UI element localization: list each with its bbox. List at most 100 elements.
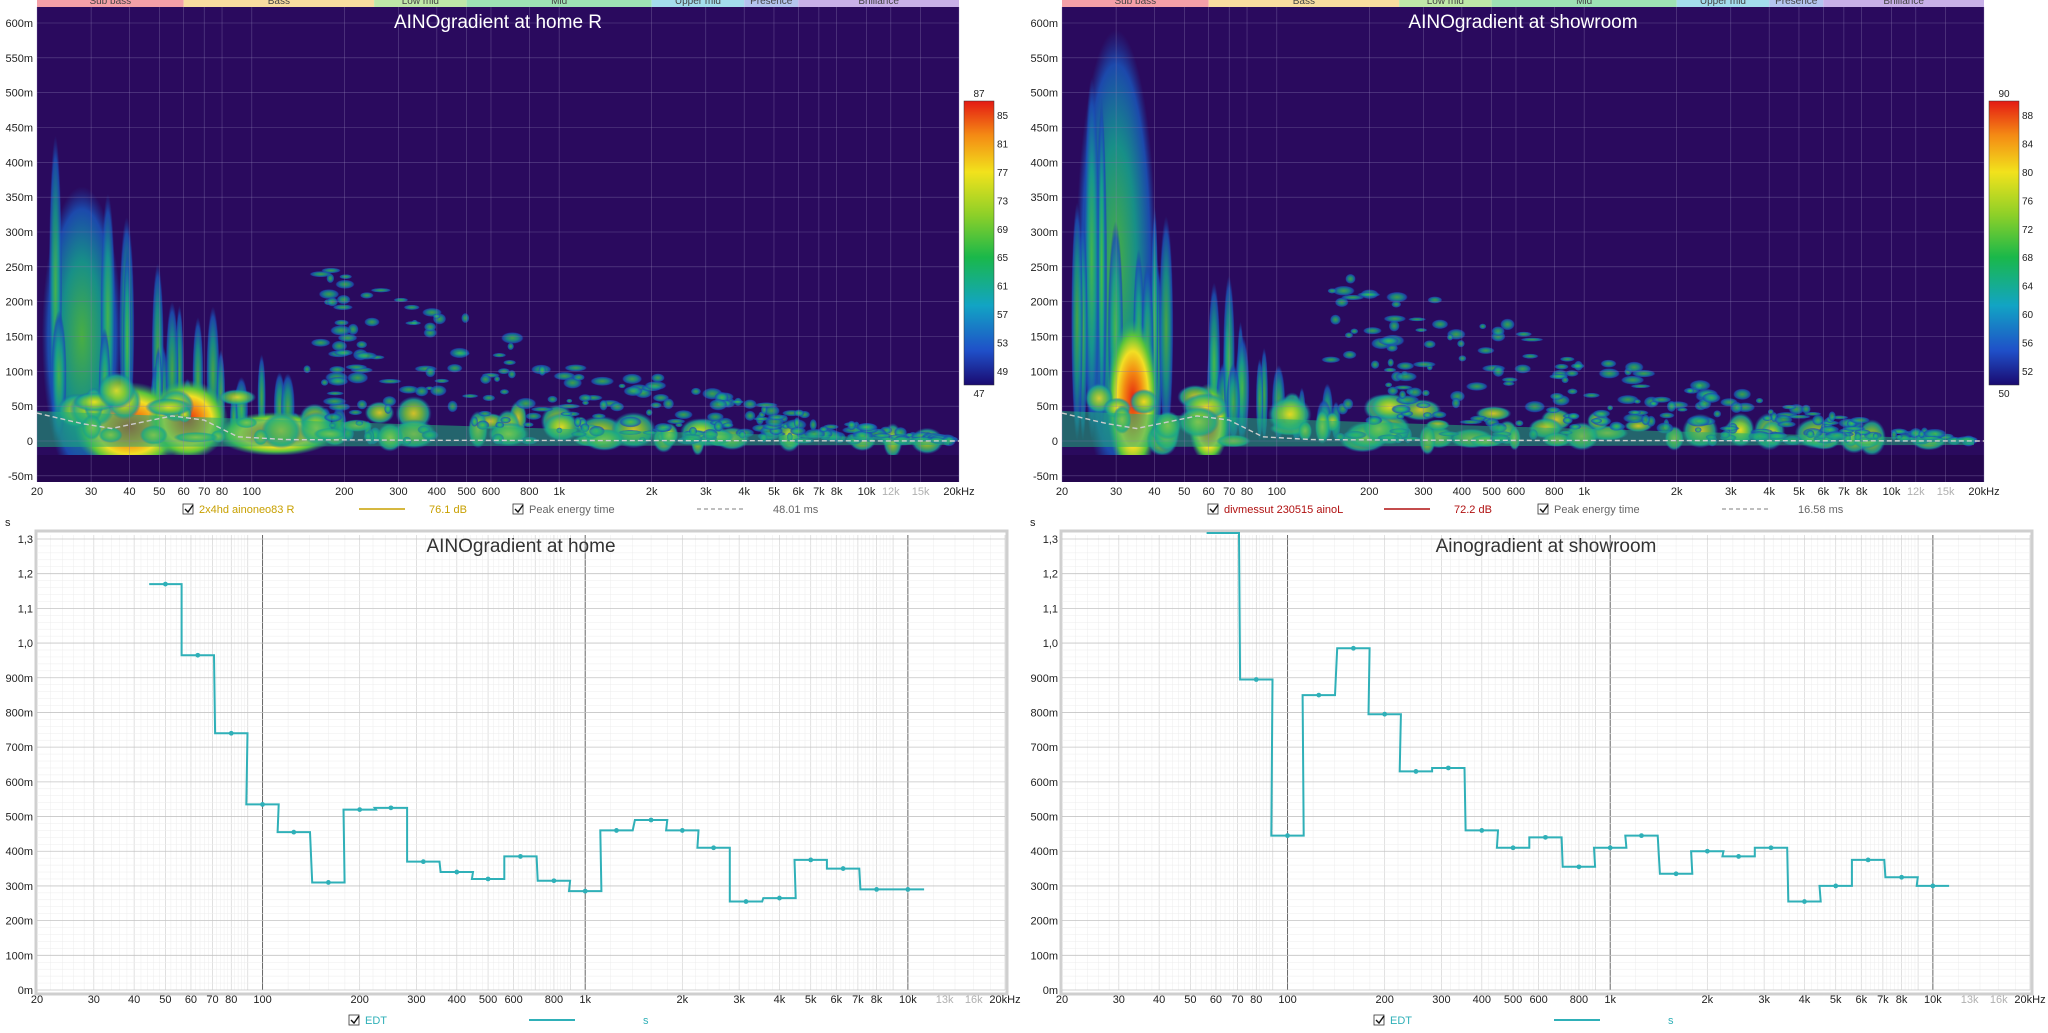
- legend-peak-value: 48.01 ms: [773, 504, 819, 516]
- edt-data-point: [1704, 848, 1710, 854]
- colorbar-tick: 85: [997, 111, 1009, 122]
- x-tick-label: 800: [1545, 486, 1563, 498]
- legend-series-name: divmessut 230515 ainoL: [1224, 504, 1343, 516]
- colorbar-tick: 81: [997, 140, 1009, 151]
- colorbar-tick: 88: [2022, 111, 2034, 122]
- x-tick-label: 400: [1453, 486, 1471, 498]
- chart-title: Ainogradient at showroom: [1436, 536, 1657, 557]
- edt-data-point: [454, 869, 460, 875]
- y-tick-label: 200m: [5, 916, 33, 928]
- x-tick-label: 50: [1178, 486, 1190, 498]
- y-tick-label: 1,2: [1043, 569, 1058, 581]
- band-label: Upper mid: [675, 0, 721, 7]
- edt-data-point: [1382, 711, 1388, 717]
- band-segment: [1208, 0, 1400, 7]
- colorbar: [1988, 100, 2020, 386]
- y-tick-label: 700m: [1030, 742, 1058, 754]
- y-tick-label: 0m: [18, 985, 33, 997]
- y-tick-label: 550m: [1030, 53, 1058, 65]
- x-tick-label: 4k: [1799, 994, 1811, 1006]
- x-tick-label: 13k: [936, 994, 954, 1006]
- x-tick-label: 70: [1223, 486, 1235, 498]
- x-tick-label: 20: [31, 994, 43, 1006]
- legend-unit: s: [643, 1015, 649, 1027]
- x-tick-label: 100: [1268, 486, 1286, 498]
- y-tick-label: 400m: [5, 846, 33, 858]
- x-tick-label: 500: [1504, 994, 1522, 1006]
- y-tick-label: 500m: [5, 812, 33, 824]
- y-axis-unit: s: [1030, 517, 1036, 529]
- edt-data-point: [874, 886, 879, 892]
- colorbar-max: 90: [1998, 89, 2010, 100]
- x-tick-label: 20kHz: [2014, 994, 2045, 1006]
- y-tick-label: 50m: [1037, 401, 1058, 413]
- y-tick-label: 500m: [5, 88, 33, 100]
- x-tick-label: 200: [350, 994, 368, 1006]
- edt-data-point: [1316, 692, 1322, 698]
- colorbar-tick: 49: [997, 367, 1009, 378]
- band-label: Presence: [1775, 0, 1818, 7]
- edt-data-point: [777, 895, 782, 901]
- colorbar-max: 87: [973, 89, 985, 100]
- x-tick-label: 1k: [553, 486, 565, 498]
- band-label: Brilliance: [858, 0, 899, 7]
- y-tick-label: 1,0: [18, 638, 33, 650]
- band-label: Upper mid: [1700, 0, 1746, 7]
- x-tick-label: 6k: [1817, 486, 1829, 498]
- colorbar-tick: 73: [997, 196, 1009, 207]
- band-segment: [1062, 0, 1209, 7]
- band-segment: [374, 0, 467, 7]
- edt-data-point: [1285, 833, 1290, 839]
- x-tick-label: 20: [31, 486, 43, 498]
- edt-data-point: [518, 854, 523, 859]
- checkbox-icon[interactable]: [1537, 503, 1549, 515]
- band-label: Low mid: [402, 0, 439, 7]
- x-tick-label: 30: [85, 486, 97, 498]
- x-tick-label: 800: [1570, 994, 1588, 1006]
- y-tick-label: 800m: [5, 707, 33, 719]
- legend-series-name: EDT: [1390, 1015, 1412, 1027]
- band-segment: [37, 0, 184, 7]
- x-tick-label: 2k: [1702, 994, 1714, 1006]
- edt-data-point: [325, 880, 331, 885]
- y-tick-label: 800m: [1030, 707, 1058, 719]
- x-tick-label: 50: [153, 486, 165, 498]
- y-tick-label: 500m: [1030, 812, 1058, 824]
- y-tick-label: 550m: [5, 53, 33, 65]
- y-tick-label: 400m: [1030, 157, 1058, 169]
- x-tick-label: 5k: [1793, 486, 1805, 498]
- x-tick-label: 4k: [774, 994, 786, 1006]
- checkbox-icon[interactable]: [348, 1014, 360, 1026]
- edt-data-point: [614, 828, 619, 833]
- y-tick-label: 400m: [1030, 846, 1058, 858]
- band-segment: [1676, 0, 1770, 7]
- x-tick-label: 800: [545, 994, 563, 1006]
- checkbox-icon[interactable]: [182, 503, 194, 515]
- x-tick-label: 4k: [738, 486, 750, 498]
- x-tick-label: 1k: [1604, 994, 1616, 1006]
- edt-chart-2: Ainogradient at showroom 1,3 1,2 1,1 1,0 900m…: [1030, 517, 2046, 1027]
- legend-level: 76.1 dB: [429, 504, 467, 516]
- edt-plot-area: [1059, 529, 2034, 996]
- checkbox-icon[interactable]: [1373, 1014, 1385, 1026]
- colorbar-tick: 84: [2022, 140, 2034, 151]
- band-label: Sub bass: [89, 0, 131, 7]
- x-tick-label: 40: [1153, 994, 1165, 1006]
- x-tick-label: 1k: [579, 994, 591, 1006]
- edt-data-point: [1607, 845, 1613, 851]
- colorbar-tick: 61: [997, 282, 1009, 293]
- edt-data-point: [840, 866, 846, 871]
- x-tick-label: 200: [335, 486, 353, 498]
- x-tick-label: 16k: [965, 994, 983, 1006]
- x-tick-label: 70: [206, 994, 218, 1006]
- colorbar-tick: 76: [2022, 196, 2034, 207]
- y-tick-label: 0: [1052, 436, 1058, 448]
- spectrogram-title: AINOgradient at home R: [394, 12, 602, 33]
- edt-data-point: [1736, 854, 1742, 859]
- y-tick-label: 300m: [1030, 227, 1058, 239]
- band-segment: [1769, 0, 1824, 7]
- checkbox-icon[interactable]: [512, 503, 524, 515]
- checkbox-icon[interactable]: [1207, 503, 1219, 515]
- y-tick-label: 1,3: [18, 534, 33, 546]
- x-tick-label: 6k: [792, 486, 804, 498]
